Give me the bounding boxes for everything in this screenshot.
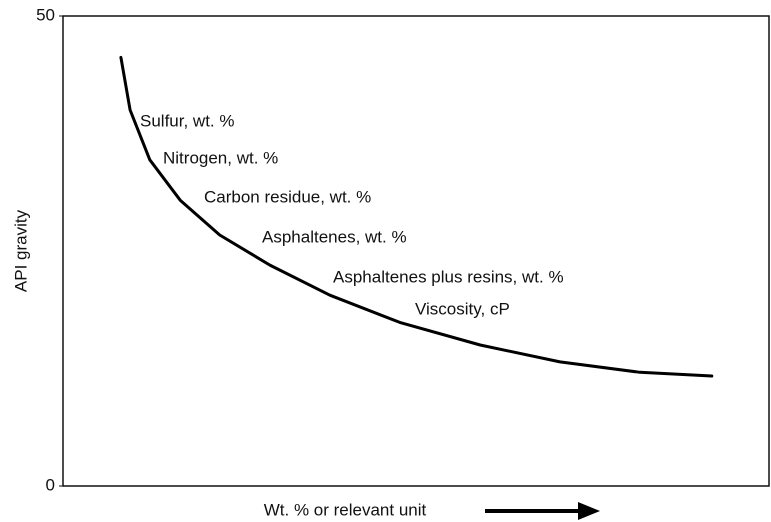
y-tick-label: 0 — [46, 475, 55, 494]
x-axis-label: Wt. % or relevant unit — [264, 500, 427, 519]
annotation: Sulfur, wt. % — [140, 111, 234, 130]
y-axis-label: API gravity — [11, 209, 30, 292]
arrow-head — [578, 502, 600, 520]
curve — [119, 55, 714, 378]
y-tick-label: 50 — [36, 5, 55, 24]
annotation: Asphaltenes, wt. % — [262, 227, 407, 246]
annotation: Carbon residue, wt. % — [204, 187, 371, 206]
plot-frame — [62, 15, 770, 487]
annotation: Nitrogen, wt. % — [163, 148, 278, 167]
annotation: Viscosity, cP — [415, 299, 510, 318]
annotation: Asphaltenes plus resins, wt. % — [333, 267, 564, 286]
